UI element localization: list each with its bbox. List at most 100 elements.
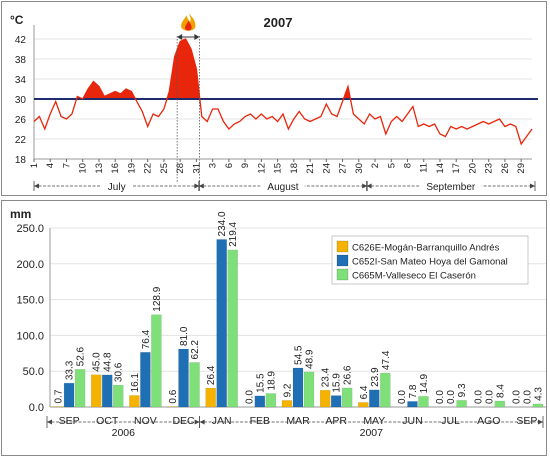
legend-entry-label: C626E-Mogán-Barranquillo Andrés — [352, 243, 500, 254]
rainfall-bar-value-label: 7.8 — [408, 384, 419, 398]
rainfall-bar — [205, 387, 216, 408]
rainfall-bar — [281, 400, 293, 408]
rainfall-month-label: DEC — [172, 415, 195, 427]
rainfall-bar — [303, 371, 315, 408]
rainfall-bar — [265, 393, 277, 408]
rainfall-bar-value-label: 16.1 — [130, 373, 141, 393]
rainfall-month-label: APR — [325, 415, 347, 427]
rainfall-bar — [227, 249, 238, 408]
rainfall-bar-value-label: 48.9 — [305, 349, 316, 369]
temperature-above-threshold-area — [167, 39, 200, 99]
year-label: 2007 — [360, 427, 384, 439]
rainfall-bar-value-label: 81.0 — [179, 326, 190, 346]
rainfall-bar-value-label: 0.7 — [54, 389, 65, 403]
legend-swatch — [336, 268, 349, 281]
year-bracket-arrowhead — [194, 419, 200, 425]
rainfall-bar-value-label: 44.8 — [103, 352, 114, 372]
year-label-background — [107, 426, 140, 438]
rainfall-bar-value-label: 15.5 — [255, 373, 266, 393]
rainfall-bar-value-label: 9.2 — [283, 383, 294, 397]
rainfall-month-label: JAN — [212, 415, 232, 427]
rainfall-bar — [418, 396, 429, 408]
legend: C626E-Mogán-Barranquillo Andrés C652I-San… — [331, 235, 529, 285]
rainfall-bar-value-label: 219.4 — [228, 221, 239, 246]
rainfall-bar-value-label: 26.6 — [343, 365, 354, 385]
rainfall-bar — [456, 400, 467, 408]
rainfall-bar-value-label: 0.6 — [168, 389, 179, 403]
rainfall-bar-value-label: 14.9 — [419, 373, 430, 393]
temperature-x-tick-label: 1 — [29, 163, 40, 168]
rainfall-bar-value-label: 0.0 — [446, 390, 457, 404]
rainfall-bar-value-label: 76.4 — [141, 329, 152, 349]
rainfall-bar-value-label: 15.9 — [332, 373, 343, 393]
rainfall-bar — [341, 387, 353, 408]
heat-event-arrowhead-left — [177, 34, 183, 40]
rainfall-bar-value-label: 45.0 — [92, 352, 103, 372]
rainfall-bar — [90, 374, 102, 408]
month-bracket-arrowhead — [366, 183, 372, 189]
rainfall-bar-value-label: 23.9 — [370, 367, 381, 387]
rainfall-y-tick-label: 50.0 — [23, 366, 44, 378]
rainfall-bar-value-label: 6.4 — [359, 385, 370, 399]
rainfall-bar-value-label: 33.3 — [65, 360, 76, 380]
rainfall-bar-value-label: 52.6 — [76, 346, 87, 366]
rainfall-bar — [74, 369, 86, 408]
rainfall-month-label: NOV — [134, 415, 157, 427]
rainfall-bar — [358, 402, 369, 408]
temperature-y-tick-label: 22 — [15, 135, 27, 146]
rainfall-bar — [52, 406, 64, 408]
rainfall-y-tick-label: 100.0 — [16, 330, 44, 342]
rainfall-month-label: MAY — [363, 415, 385, 427]
legend-swatch — [336, 254, 349, 267]
rainfall-month-label: SEP — [59, 415, 80, 427]
rainfall-y-tick-label: 150.0 — [16, 295, 44, 307]
temperature-x-tick-label: 14 — [435, 163, 446, 174]
temperature-x-tick-label: 31 — [191, 163, 202, 174]
temperature-x-tick-label: 5 — [386, 163, 397, 168]
month-label: September — [426, 182, 476, 193]
year-label: 2006 — [112, 427, 136, 439]
temperature-x-tick-label: 28 — [175, 163, 186, 174]
rainfall-y-tick-label: 200.0 — [16, 259, 44, 271]
temperature-unit-label: °C — [10, 13, 24, 27]
temperature-x-tick-label: 18 — [289, 163, 300, 174]
year-label-background — [355, 426, 388, 438]
temperature-x-tick-label: 6 — [224, 163, 235, 168]
month-label: August — [267, 182, 298, 193]
rainfall-plot: 0.0 50.0 100.0 150.0 200.0 250.0 SEP OCT NOV DEC J… — [16, 211, 546, 439]
rainfall-bar-value-label: 234.0 — [217, 211, 228, 236]
temperature-x-tick-label: 20 — [467, 163, 478, 174]
rainfall-bar-value-label: 23.4 — [321, 367, 332, 387]
temperature-x-tick-label: 17 — [451, 163, 462, 174]
temperature-y-tick-label: 42 — [15, 35, 27, 46]
rainfall-bar-value-label: 26.4 — [206, 365, 217, 385]
rainfall-bar-value-label: 30.6 — [114, 362, 125, 382]
rainfall-bar — [178, 348, 189, 408]
rainfall-bar-value-label: 18.9 — [266, 371, 277, 391]
rainfall-bar-value-label: 0.0 — [484, 390, 495, 404]
temperature-y-tick-label: 38 — [15, 55, 27, 66]
rainfall-month-label: JUL — [441, 415, 460, 427]
temperature-x-tick-label: 3 — [208, 163, 219, 168]
heat-event-arrowhead-right — [194, 34, 200, 40]
temperature-x-tick-label: 15 — [273, 163, 284, 174]
temperature-x-tick-label: 21 — [305, 163, 316, 174]
rainfall-bar — [319, 389, 331, 408]
temperature-x-tick-label: 8 — [403, 163, 414, 168]
month-bracket-arrowhead — [34, 183, 39, 189]
rainfall-bar — [101, 374, 113, 408]
rainfall-bar-value-label: 4.3 — [533, 387, 544, 401]
rainfall-bar — [140, 352, 151, 408]
rainfall-month-label: SEP — [516, 415, 537, 427]
temperature-x-tick-label: 25 — [159, 163, 170, 174]
rainfall-bar — [369, 389, 380, 408]
rainfall-bar-value-label: 47.4 — [381, 350, 392, 370]
rainfall-bar-value-label: 128.9 — [152, 286, 163, 311]
rainfall-bar — [532, 403, 544, 408]
month-label-background — [101, 179, 133, 192]
temperature-x-tick-label: 11 — [419, 163, 430, 173]
rainfall-bar — [63, 382, 75, 408]
temperature-x-tick-label: 27 — [338, 163, 349, 174]
temperature-x-tick-label: 30 — [354, 163, 365, 174]
